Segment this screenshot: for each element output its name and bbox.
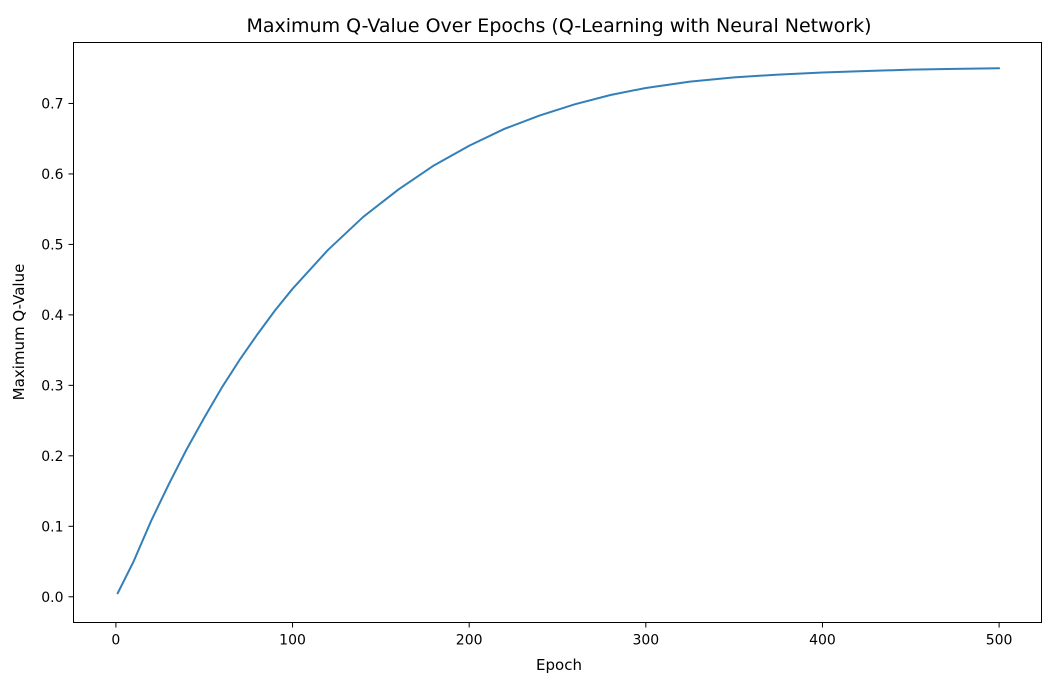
y-axis-label: Maximum Q-Value bbox=[10, 264, 28, 401]
y-tick-label: 0.4 bbox=[41, 308, 63, 324]
y-tick-label: 0.2 bbox=[41, 449, 63, 465]
x-tick-label: 400 bbox=[809, 633, 836, 649]
y-tick-label: 0.5 bbox=[41, 237, 63, 253]
y-axis: 0.0 0.1 0.2 0.3 0.4 0.5 0.6 0.7 bbox=[41, 96, 74, 606]
y-tick-label: 0.6 bbox=[41, 167, 63, 183]
x-axis: 0 100 200 300 400 500 bbox=[111, 622, 1013, 649]
x-tick-label: 500 bbox=[986, 633, 1013, 649]
y-tick-label: 0.1 bbox=[41, 519, 63, 535]
chart-title: Maximum Q-Value Over Epochs (Q-Learning … bbox=[246, 15, 871, 37]
y-tick-label: 0.3 bbox=[41, 378, 63, 394]
series-line bbox=[116, 67, 1001, 595]
x-tick-label: 200 bbox=[456, 633, 483, 649]
x-tick-label: 100 bbox=[279, 633, 306, 649]
series-layer bbox=[116, 67, 1001, 595]
x-tick-label: 0 bbox=[111, 633, 120, 649]
plot-frame bbox=[73, 42, 1042, 623]
y-tick-label: 0.0 bbox=[41, 590, 63, 606]
x-tick-label: 300 bbox=[632, 633, 659, 649]
y-tick-label: 0.7 bbox=[41, 96, 63, 112]
x-axis-label: Epoch bbox=[536, 656, 582, 674]
